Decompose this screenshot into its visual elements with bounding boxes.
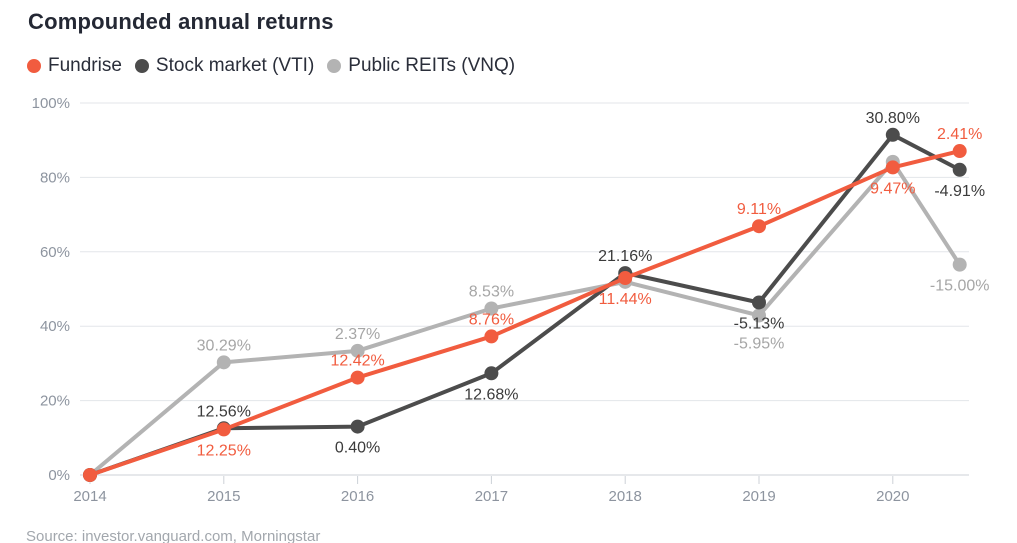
data-label-fundrise: 8.76%: [469, 311, 514, 328]
data-point-stock-market-vti: [484, 366, 499, 381]
legend-dot-fundrise: [27, 59, 41, 73]
data-point-fundrise: [216, 422, 231, 437]
data-label-fundrise: 2.41%: [937, 126, 982, 143]
data-label-public-reits-vnq: 8.53%: [469, 283, 514, 300]
series-line-stock-market-vti: [88, 132, 962, 477]
data-point-public-reits-vnq: [952, 257, 967, 272]
data-label-stock-market-vti: 0.40%: [335, 440, 380, 457]
data-point-fundrise: [952, 144, 967, 159]
legend-label-public-reits-vnq: Public REITs (VNQ): [348, 55, 516, 76]
y-axis-tick-label: 40%: [40, 318, 70, 335]
source-attribution: Source: investor.vanguard.com, Morningst…: [26, 528, 321, 543]
series-line-fundrise: [88, 149, 962, 477]
data-label-stock-market-vti: 12.56%: [197, 403, 251, 420]
data-labels: 12.25% 12.42% 8.76% 11.44% 9.11% 9.47% 2.41% 12…: [197, 110, 990, 460]
data-label-public-reits-vnq: 2.37%: [335, 326, 380, 343]
data-label-stock-market-vti: -5.13%: [734, 316, 785, 333]
data-label-fundrise: 12.42%: [330, 353, 384, 370]
data-point-fundrise: [484, 329, 499, 344]
data-point-public-reits-vnq: [350, 343, 365, 358]
y-axis-tick-label: 60%: [40, 244, 70, 261]
data-label-stock-market-vti: 12.68%: [464, 386, 518, 403]
data-label-fundrise: 12.25%: [197, 442, 251, 459]
series-fundrise: [83, 144, 967, 482]
x-axis-tick-label: 2016: [341, 488, 374, 505]
y-axis-tick-label: 20%: [40, 393, 70, 410]
legend-item-stock-market-vti: Stock market (VTI): [134, 55, 315, 77]
data-point-stock-market-vti: [752, 295, 766, 310]
series-line-public-reits-vnq: [88, 159, 962, 477]
legend: Fundrise Stock market (VTI) Public REITs…: [27, 55, 515, 77]
data-label-fundrise: 11.44%: [599, 291, 652, 308]
data-point-stock-market-vti: [350, 419, 365, 434]
data-point-stock-market-vti: [952, 162, 967, 177]
data-label-stock-market-vti: 30.80%: [866, 110, 920, 127]
y-axis-tick-label: 80%: [40, 169, 70, 186]
x-axis-tick-label: 2019: [742, 488, 775, 505]
data-label-public-reits-vnq: 30.29%: [197, 337, 251, 354]
legend-dot-public-reits-vnq: [327, 59, 342, 73]
data-label-public-reits-vnq: -15.00%: [930, 278, 990, 295]
legend-label-stock-market-vti: Stock market (VTI): [155, 55, 315, 76]
data-point-stock-market-vti: [885, 127, 900, 142]
data-point-public-reits-vnq: [752, 308, 766, 323]
x-axis-tick-label: 2017: [475, 488, 508, 505]
data-point-fundrise: [752, 219, 766, 234]
x-axis-tick-label: 2015: [207, 488, 240, 505]
data-point-public-reits-vnq: [484, 301, 499, 316]
x-axis-tick-label: 2018: [609, 488, 642, 505]
legend-item-fundrise: Fundrise: [27, 55, 122, 77]
data-label-stock-market-vti: -4.91%: [934, 183, 985, 200]
legend-item-public-reits-vnq: Public REITs (VNQ): [327, 55, 515, 77]
x-axis-tick-label: 2014: [73, 488, 106, 505]
data-point-fundrise: [350, 370, 365, 385]
series-lines: [83, 127, 967, 482]
data-label-fundrise: 9.47%: [870, 180, 915, 197]
data-point-fundrise: [885, 160, 900, 175]
chart-title: Compounded annual returns: [28, 9, 334, 34]
data-point-fundrise: [618, 271, 633, 286]
legend-dot-stock-market-vti: [134, 59, 149, 73]
data-point-fundrise: [83, 468, 97, 482]
series-stock-market-vti: [83, 127, 967, 482]
data-point-public-reits-vnq: [216, 355, 231, 370]
data-label-fundrise: 9.11%: [737, 201, 781, 218]
data-label-public-reits-vnq: -5.95%: [734, 335, 785, 352]
data-label-stock-market-vti: 21.16%: [598, 248, 652, 265]
y-axis-tick-label: 0%: [48, 467, 70, 484]
y-axis-tick-label: 100%: [32, 95, 70, 112]
gridlines: 0% 20% 40% 60% 80% 100%: [32, 95, 969, 484]
legend-label-fundrise: Fundrise: [48, 55, 122, 76]
x-axis: 2014 2015 2016 2017 2018 2019 2020: [73, 476, 909, 505]
x-axis-tick-label: 2020: [876, 488, 909, 505]
